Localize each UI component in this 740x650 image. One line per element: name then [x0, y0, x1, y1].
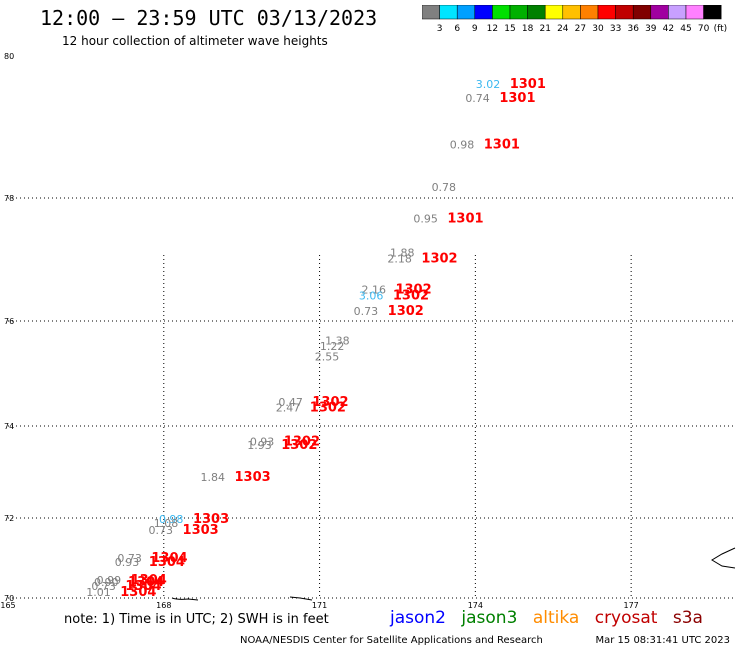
- wave-height-label: 1.22: [320, 340, 345, 353]
- colorbar-label: 27: [575, 24, 586, 34]
- coastline: [711, 547, 736, 569]
- colorbar-label: 39: [645, 24, 657, 34]
- obs-time-label: 1301: [484, 137, 520, 152]
- wave-height-label: 0.47: [278, 396, 303, 409]
- wave-height-label: 0.90: [94, 576, 119, 589]
- chart-subtitle: 12 hour collection of altimeter wave hei…: [62, 34, 328, 48]
- obs-time-label: 1301: [510, 77, 546, 92]
- x-tick-label: 165: [0, 601, 15, 610]
- satellite-legend: jason2 jason3 altika cryosat s3a: [390, 608, 713, 628]
- wave-height-label: 3.02: [476, 78, 501, 91]
- wave-height-label: 0.99: [97, 574, 122, 587]
- wave-height-label: 1.93: [247, 439, 272, 452]
- chart-title: 12:00 – 23:59 UTC 03/13/2023: [40, 6, 378, 30]
- wave-height-label: 2.18: [387, 253, 412, 266]
- colorbar-label: 6: [454, 24, 460, 34]
- wave-height-label: 0.73: [117, 552, 141, 565]
- x-tick-label: 174: [468, 601, 483, 610]
- obs-time-label: 1304: [151, 551, 187, 566]
- wave-height-label: 0.98: [159, 513, 184, 526]
- wave-height-label: 1.88: [390, 246, 415, 259]
- legend-altika: altika: [532, 608, 580, 628]
- coastline: [289, 596, 313, 601]
- wave-height-label: 1.01: [86, 586, 111, 599]
- legend-jason3: jason3: [461, 608, 518, 628]
- wave-height-label: 1.38: [325, 335, 350, 348]
- obs-time-label: 1302: [421, 252, 457, 267]
- obs-time-label: 1302: [312, 395, 348, 410]
- obs-time-label: 1301: [447, 212, 483, 227]
- wave-height-label: 0.73: [354, 305, 379, 318]
- colorbar-label: 12: [487, 24, 498, 34]
- wave-height-label: 0.95: [413, 213, 438, 226]
- colorbar-label: 33: [610, 24, 621, 34]
- x-tick-label: 177: [624, 601, 639, 610]
- wave-height-label: 2.16: [361, 283, 386, 296]
- wave-height-label: 0.93: [115, 556, 140, 569]
- x-tick-label: 168: [156, 601, 171, 610]
- x-tick-label: 171: [312, 601, 327, 610]
- legend-jason2: jason2: [390, 608, 446, 628]
- wave-height-label: 2.47: [276, 401, 301, 414]
- wave-height-label: 0.73: [149, 524, 174, 537]
- colorbar-unit: (ft): [714, 24, 728, 34]
- obs-time-label: 1303: [234, 470, 270, 485]
- colorbar-label: 24: [557, 24, 569, 34]
- y-tick-label: 80: [4, 52, 14, 61]
- wave-height-label: 0.78: [432, 181, 457, 194]
- credit-footer: NOAA/NESDIS Center for Satellite Applica…: [240, 635, 730, 646]
- colorbar-label: 42: [663, 24, 674, 34]
- wave-height-label: 0.74: [465, 92, 490, 105]
- obs-time-label: 1303: [193, 512, 229, 527]
- obs-time-label: 1302: [281, 438, 317, 453]
- colorbar-label: 70: [698, 24, 710, 34]
- credit-text: NOAA/NESDIS Center for Satellite Applica…: [240, 635, 543, 646]
- obs-time-label: 1304: [128, 575, 164, 590]
- colorbar-label: 9: [472, 24, 478, 34]
- obs-time-label: 1301: [499, 91, 535, 106]
- wave-height-label: 1.84: [200, 471, 225, 484]
- colorbar-swatch: [703, 5, 722, 20]
- obs-time-label: 1302: [284, 434, 320, 449]
- y-tick-label: 76: [4, 317, 14, 326]
- obs-time-label: 1302: [388, 304, 424, 319]
- y-tick-label: 70: [4, 594, 14, 603]
- colorbar-label: 36: [627, 24, 639, 34]
- colorbar: 3 6 9 12 15 18 21 24 27 30 33 36 39 42 45 70 (ft): [422, 5, 728, 34]
- colorbar-label: 18: [522, 24, 534, 34]
- wave-height-label: 0.98: [450, 138, 475, 151]
- obs-time-label: 1304: [131, 573, 167, 588]
- obs-time-label: 1304: [120, 585, 156, 600]
- y-tick-label: 78: [4, 194, 14, 203]
- colorbar-label: 15: [504, 24, 515, 34]
- wave-height-label: 0.73: [91, 580, 116, 593]
- obs-time-label: 1304: [149, 555, 185, 570]
- coastline: [171, 597, 199, 601]
- colorbar-label: 45: [680, 24, 691, 34]
- obs-time-label: 1302: [395, 282, 431, 297]
- wave-height-label: 3.06: [359, 289, 384, 302]
- generated-timestamp: Mar 15 08:31:41 UTC 2023: [595, 635, 731, 646]
- obs-time-label: 1302: [393, 288, 429, 303]
- colorbar-label: 3: [437, 24, 443, 34]
- y-tick-label: 72: [4, 514, 14, 523]
- y-tick-label: 74: [4, 422, 14, 431]
- obs-time-label: 1304: [125, 579, 161, 594]
- footnote: note: 1) Time is in UTC; 2) SWH is in fe…: [64, 612, 329, 627]
- wave-height-label: 0.93: [250, 435, 275, 448]
- wave-height-label: 1.08: [154, 517, 179, 530]
- legend-cryosat: cryosat: [594, 608, 658, 628]
- legend-s3a: s3a: [672, 608, 703, 628]
- wave-height-label: 2.55: [315, 350, 340, 363]
- obs-time-label: 1303: [183, 523, 219, 538]
- obs-time-label: 1302: [310, 400, 346, 415]
- colorbar-label: 30: [592, 24, 604, 34]
- colorbar-label: 21: [539, 24, 550, 34]
